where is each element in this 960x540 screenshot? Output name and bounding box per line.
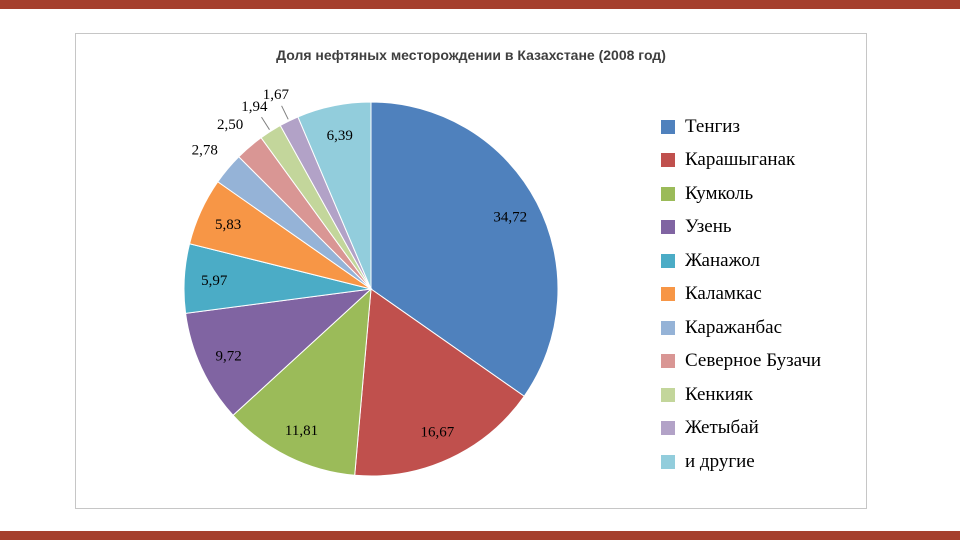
chart-frame: Доля нефтяных месторождении в Казахстане…	[75, 33, 867, 509]
pie-slice-label: 9,72	[215, 348, 241, 364]
legend-item: и другие	[661, 445, 821, 479]
legend-label: Карашыганак	[685, 149, 796, 171]
legend-swatch	[661, 387, 675, 402]
legend-swatch	[661, 220, 675, 235]
pie-slice	[370, 101, 559, 397]
slide-bottom-accent-bar	[0, 531, 960, 540]
slide-top-accent-bar	[0, 0, 960, 9]
pie-slice-label: 1,67	[263, 87, 290, 103]
legend-label: Жанажол	[685, 249, 760, 271]
pie-slice-label: 2,78	[192, 143, 218, 159]
legend-item: Каламкас	[661, 278, 821, 312]
legend-swatch	[661, 454, 675, 469]
legend-item: Каражанбас	[661, 311, 821, 345]
legend-label: Каламкас	[685, 283, 762, 305]
legend-label: Северное Бузачи	[685, 350, 822, 372]
pie-chart: 34,72 16,67 11,81 9,72 5,97 5,83 2,78 2,50 1,941…	[183, 87, 559, 477]
pie-slice-label: 11,81	[285, 423, 318, 439]
legend-item: Северное Бузачи	[661, 345, 821, 379]
legend-label: Каражанбас	[685, 316, 783, 338]
legend-swatch	[661, 421, 675, 436]
legend-item: Кумколь	[661, 177, 821, 211]
legend-swatch	[661, 186, 675, 201]
legend-item: Кенкияк	[661, 378, 821, 412]
pie-slice-label: 5,83	[215, 217, 241, 233]
pie-slice-label: 6,39	[327, 128, 353, 144]
legend-swatch	[661, 287, 675, 302]
legend-label: Кенкияк	[685, 383, 753, 405]
chart-title: Доля нефтяных месторождении в Казахстане…	[276, 47, 666, 63]
legend-item: Узень	[661, 211, 821, 245]
legend-swatch	[661, 253, 675, 268]
chart-legend: Тенгиз Карашыганак Кумколь Узень Жанажол Кала…	[661, 110, 821, 479]
legend-item: Тенгиз	[661, 110, 821, 144]
legend-swatch	[661, 320, 675, 335]
pie-slice-label: 2,50	[217, 117, 243, 133]
legend-item: Жанажол	[661, 244, 821, 278]
pie-slice-label: 5,97	[201, 273, 228, 289]
label-leader-line	[261, 116, 270, 130]
legend-swatch	[661, 119, 675, 134]
pie-slice	[297, 101, 372, 290]
legend-label: Жетыбай	[685, 417, 759, 439]
legend-label: Тенгиз	[685, 115, 740, 137]
legend-label: и другие	[685, 450, 755, 472]
pie-slice	[354, 288, 525, 477]
label-leader-line	[281, 105, 289, 120]
legend-swatch	[661, 354, 675, 369]
legend-swatch	[661, 153, 675, 168]
pie-slice-label: 34,72	[493, 210, 527, 226]
legend-item: Жетыбай	[661, 412, 821, 446]
pie-slice-label: 1,94	[241, 99, 268, 115]
legend-label: Узень	[685, 216, 732, 238]
pie-slice-label: 16,67	[421, 424, 455, 440]
legend-label: Кумколь	[685, 182, 754, 204]
pie-slice	[185, 288, 373, 416]
legend-item: Карашыганак	[661, 144, 821, 178]
pie-slice	[232, 287, 372, 476]
